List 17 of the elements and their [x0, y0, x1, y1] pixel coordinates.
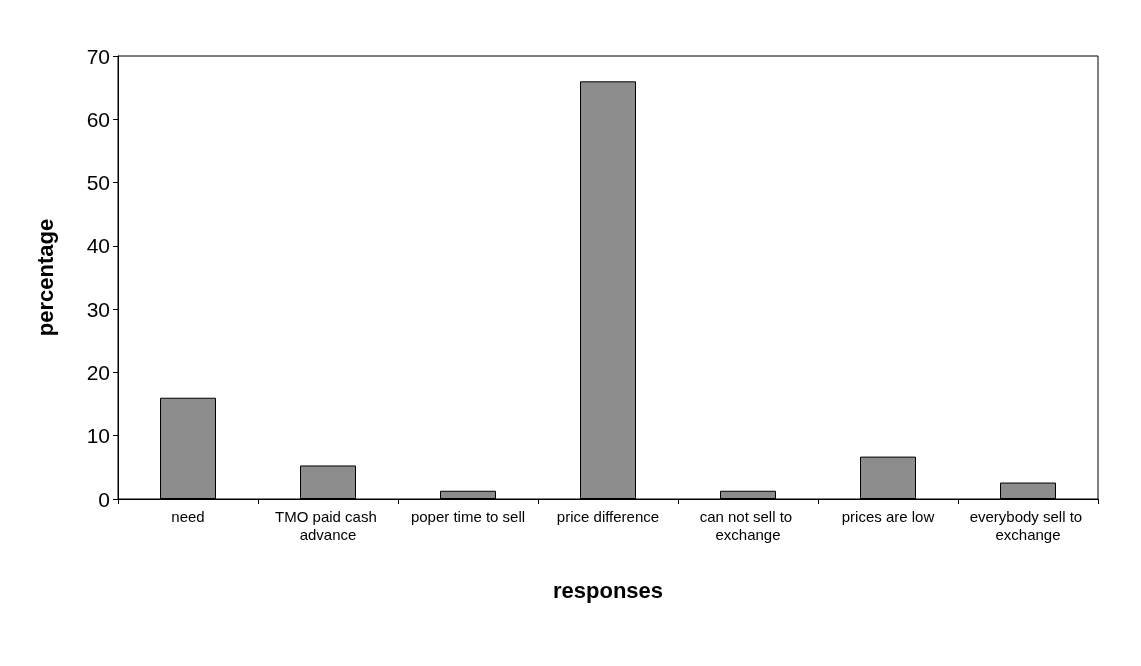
x-tick-label: need: [171, 507, 205, 525]
x-tick-label: poper time to sell: [410, 507, 526, 525]
y-tick-label: 20: [86, 360, 110, 384]
y-tick-label: 60: [86, 107, 110, 131]
x-tick-label: everybody sell to exchange: [969, 507, 1087, 543]
y-tick-label: 70: [86, 44, 110, 68]
y-tick-label: 40: [86, 234, 110, 258]
y-tick-label: 10: [86, 424, 110, 448]
x-tick-label: TMO paid cash advance: [275, 507, 381, 543]
y-tick-label: 0: [98, 487, 110, 511]
y-tick-label: 30: [86, 297, 110, 321]
x-tick-label: prices are low: [841, 507, 935, 525]
x-axis-title: responses: [552, 577, 664, 603]
x-tick-label: can not sell to exchange: [699, 507, 797, 543]
y-axis-title: percentage: [32, 218, 58, 337]
x-tick-label: price difference: [556, 507, 660, 525]
y-tick-label: 50: [86, 171, 110, 195]
